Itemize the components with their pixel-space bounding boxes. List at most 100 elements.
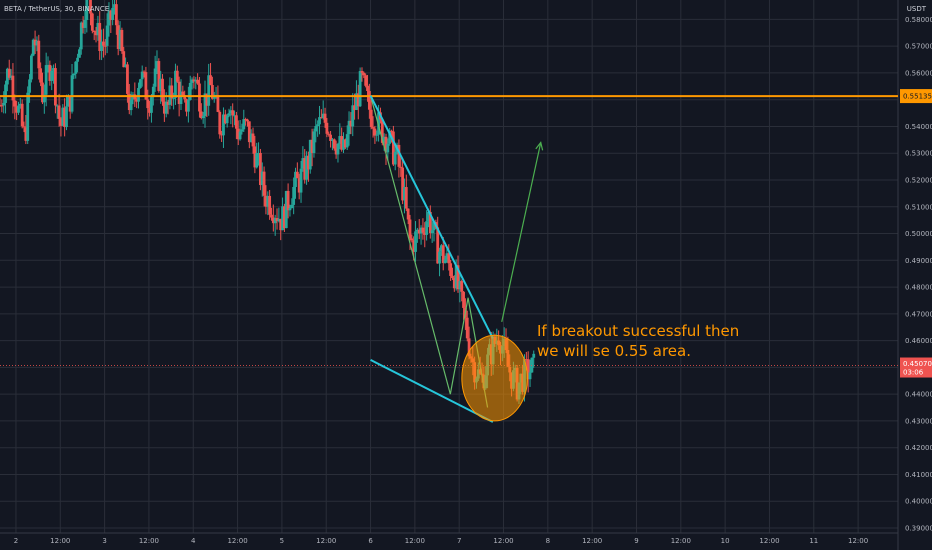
candle-down xyxy=(373,128,377,136)
current-price-tag-label: 0.45070 xyxy=(903,360,932,368)
candle-down xyxy=(11,75,15,101)
candle-up xyxy=(233,115,236,117)
price-axis-tick: 0.46000 xyxy=(905,337,932,345)
candle-down xyxy=(54,68,57,106)
candle-down xyxy=(102,41,105,46)
candle-up xyxy=(150,97,153,113)
candle-up xyxy=(212,96,216,99)
resistance-price-tag-label: 0.55135 xyxy=(903,93,932,101)
candle-down xyxy=(270,214,273,218)
candle-up xyxy=(111,7,115,20)
time-axis-tick: 7 xyxy=(457,537,461,545)
candle-up xyxy=(290,204,294,209)
candle-up xyxy=(443,259,447,264)
candle-up xyxy=(345,134,349,148)
candle-up xyxy=(284,190,288,229)
candle-up xyxy=(172,97,176,99)
candle-up xyxy=(50,70,54,81)
candle-up xyxy=(299,168,303,193)
candle-down xyxy=(417,229,421,234)
candle-down xyxy=(244,119,248,121)
candle-down xyxy=(271,217,275,224)
candle-up xyxy=(201,116,205,119)
candle-down xyxy=(22,126,26,128)
time-axis-tick: 8 xyxy=(546,537,550,545)
candle-down xyxy=(412,240,416,252)
candle-up xyxy=(242,119,246,130)
candle-up xyxy=(70,75,74,112)
candle-down xyxy=(92,30,96,33)
candle-up xyxy=(227,113,231,116)
candle-up xyxy=(155,61,159,69)
candle-down xyxy=(283,206,286,229)
upper-trendline[interactable] xyxy=(369,95,494,339)
candle-down xyxy=(63,107,67,128)
candle-down xyxy=(384,136,388,153)
candle-down xyxy=(15,106,19,113)
candle-down xyxy=(460,281,464,292)
candle-up xyxy=(194,79,198,82)
candle-down xyxy=(90,13,94,31)
candle-down xyxy=(390,130,393,132)
candle-down xyxy=(181,91,185,96)
time-axis-tick: 12:00 xyxy=(139,537,159,545)
candle-up xyxy=(44,65,48,95)
candle-down xyxy=(148,108,151,113)
candle-up xyxy=(179,91,183,105)
projection-arrow-head xyxy=(535,141,544,151)
candle-up xyxy=(425,221,429,235)
candle-up xyxy=(427,211,430,222)
highlight-circle[interactable] xyxy=(461,334,528,422)
candle-up xyxy=(454,265,458,289)
candle-up xyxy=(153,68,157,87)
candle-up xyxy=(288,208,292,211)
candle-up xyxy=(393,151,397,165)
projection-arrow[interactable] xyxy=(501,142,542,323)
candle-up xyxy=(113,4,116,8)
candle-down xyxy=(157,61,161,91)
candle-up xyxy=(358,71,362,107)
price-axis-tick: 0.43000 xyxy=(905,417,932,425)
candle-down xyxy=(144,72,148,100)
time-axis-tick: 3 xyxy=(102,537,106,545)
price-axis-tick: 0.51000 xyxy=(905,203,932,211)
candle-up xyxy=(305,155,308,180)
candle-down xyxy=(116,25,120,49)
candle-down xyxy=(251,133,255,147)
candle-down xyxy=(367,91,371,110)
candle-up xyxy=(338,136,342,144)
candle-up xyxy=(159,78,163,91)
candle-up xyxy=(137,87,140,102)
candle-up xyxy=(316,124,320,127)
candle-down xyxy=(325,122,329,134)
candle-up xyxy=(336,143,340,155)
candle-up xyxy=(203,93,207,117)
candle-up xyxy=(29,55,33,80)
candle-down xyxy=(162,101,166,114)
candle-down xyxy=(310,139,314,154)
candle-down xyxy=(89,0,92,14)
candle-up xyxy=(414,231,417,252)
candle-down xyxy=(146,99,150,109)
price-axis-tick: 0.41000 xyxy=(905,471,932,479)
candle-up xyxy=(382,136,386,143)
candle-down xyxy=(436,227,440,264)
candle-down xyxy=(279,218,283,231)
candle-down xyxy=(334,148,338,155)
candle-down xyxy=(24,127,28,141)
candle-down xyxy=(41,82,44,103)
candle-up xyxy=(72,73,76,76)
candle-down xyxy=(48,64,52,81)
time-axis-tick: 5 xyxy=(280,537,284,545)
time-axis-tick: 12:00 xyxy=(582,537,602,545)
candle-up xyxy=(255,153,259,168)
candle-down xyxy=(275,218,279,222)
time-axis-tick: 12:00 xyxy=(405,537,425,545)
candle-up xyxy=(151,86,155,98)
candle-down xyxy=(356,93,360,107)
candle-up xyxy=(78,49,81,58)
lower-trendline[interactable] xyxy=(370,358,494,423)
candle-down xyxy=(198,83,201,112)
time-axis-tick: 12:00 xyxy=(493,537,513,545)
